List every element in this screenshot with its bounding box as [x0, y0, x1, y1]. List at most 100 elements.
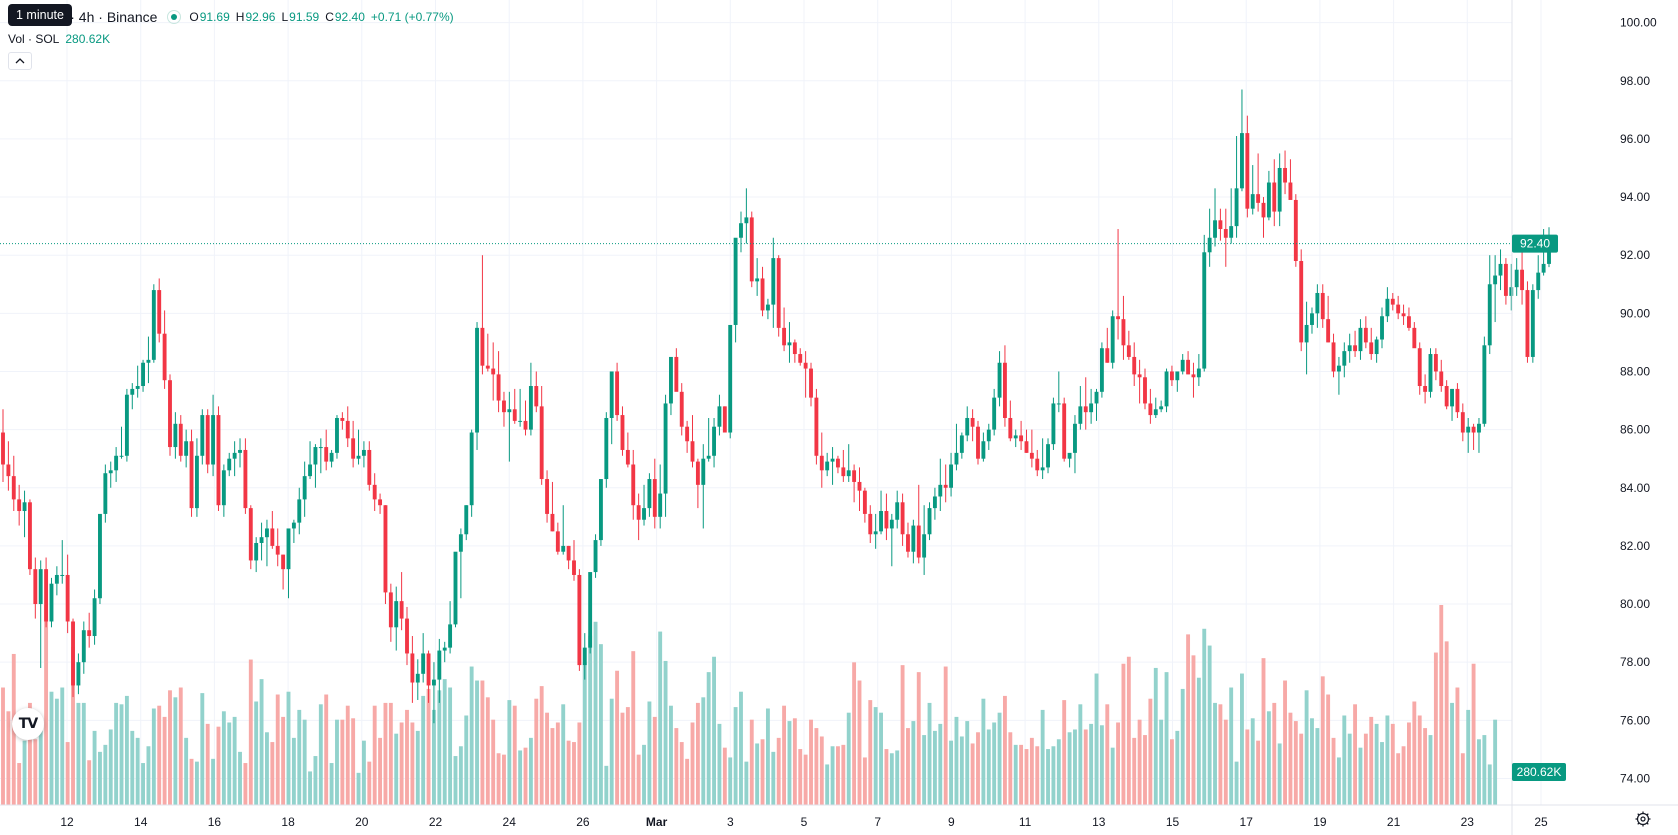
- volume-bar: [674, 728, 679, 805]
- candle-body: [1304, 324, 1309, 343]
- candle: [157, 278, 162, 343]
- candle: [1374, 336, 1379, 363]
- candle: [932, 487, 937, 520]
- volume-legend[interactable]: Vol · SOL 280.62K: [8, 32, 110, 46]
- candle-body: [819, 455, 824, 471]
- volume-bar: [65, 742, 70, 805]
- candle-body: [582, 647, 587, 666]
- last-volume-badge-bg: [1512, 763, 1566, 781]
- candle-body: [259, 537, 264, 543]
- volume-bar: [1207, 645, 1212, 805]
- candle-body: [1019, 435, 1024, 442]
- volume-bar: [1428, 735, 1433, 805]
- candle-body: [1245, 133, 1250, 209]
- time-tick-label: 12: [60, 815, 74, 829]
- volume-bar: [1466, 709, 1471, 805]
- candle: [1471, 423, 1476, 450]
- volume-bar: [792, 718, 797, 805]
- volume-bar: [830, 746, 835, 805]
- volume-bar: [997, 712, 1002, 805]
- time-tick-label: 5: [801, 815, 808, 829]
- candle: [1428, 348, 1433, 398]
- high-value: H92.96: [235, 10, 276, 24]
- candle: [685, 420, 690, 453]
- candle: [1444, 380, 1449, 410]
- candle-body: [1137, 374, 1142, 378]
- volume-bar: [469, 666, 474, 805]
- candle: [873, 513, 878, 549]
- time-tick-label: 23: [1461, 815, 1475, 829]
- volume-bar: [60, 687, 65, 805]
- candle: [1186, 351, 1191, 375]
- candle: [1363, 316, 1368, 349]
- candle-body: [631, 464, 636, 506]
- candle-body: [1401, 313, 1406, 317]
- volume-bar: [609, 698, 614, 805]
- volume-bar: [717, 723, 722, 805]
- volume-bar: [566, 740, 571, 805]
- candle-body: [825, 461, 830, 471]
- time-tick-label: 3: [727, 815, 734, 829]
- candle-body: [674, 356, 679, 392]
- candle: [609, 371, 614, 445]
- candle: [1148, 388, 1153, 424]
- candle: [114, 447, 119, 482]
- candle-body: [922, 534, 927, 558]
- volume-bar: [480, 680, 485, 805]
- candle: [124, 388, 129, 462]
- candle-body: [405, 618, 409, 654]
- volume-bar: [259, 679, 264, 805]
- candle-body: [803, 362, 808, 369]
- candle-body: [787, 342, 792, 346]
- candle-body: [1536, 272, 1541, 291]
- candle: [765, 298, 770, 320]
- candle-body: [22, 502, 27, 512]
- candle: [1493, 255, 1498, 323]
- candle: [351, 420, 356, 468]
- candle-body: [1450, 388, 1454, 407]
- candle-body: [550, 513, 555, 532]
- candle-body: [415, 673, 420, 683]
- candle: [949, 452, 954, 497]
- candle: [545, 470, 550, 523]
- candle: [1002, 345, 1007, 427]
- volume-bars: [1, 605, 1498, 805]
- collapse-legend-button[interactable]: [8, 52, 32, 70]
- candle: [1536, 255, 1541, 299]
- candle-body: [1272, 182, 1277, 212]
- candle-body: [394, 601, 399, 628]
- gear-icon[interactable]: [1634, 810, 1652, 828]
- volume-bar: [76, 702, 81, 805]
- candle-body: [609, 371, 614, 418]
- candle: [324, 429, 329, 471]
- candle: [534, 371, 539, 413]
- volume-bar: [162, 716, 167, 805]
- candle-body: [1073, 423, 1077, 453]
- candle-body: [1067, 452, 1072, 459]
- volume-bar: [243, 763, 248, 805]
- tradingview-logo-icon[interactable]: TV: [12, 708, 44, 740]
- volume-bar: [857, 680, 862, 805]
- volume-bar: [135, 737, 140, 805]
- candle: [771, 237, 776, 328]
- volume-bar: [1116, 722, 1120, 805]
- candle: [598, 479, 603, 546]
- candle-body: [1008, 417, 1013, 439]
- volume-bar: [895, 750, 900, 805]
- candle-body: [1390, 298, 1395, 305]
- candle-body: [949, 464, 954, 488]
- volume-bar: [550, 728, 555, 805]
- volume-bar: [1407, 722, 1411, 805]
- candle: [1196, 354, 1201, 387]
- volume-bar: [340, 719, 345, 805]
- candle-body: [318, 447, 323, 449]
- candle: [1439, 359, 1444, 392]
- candle-body: [976, 426, 980, 459]
- candle-body: [162, 333, 167, 381]
- candle: [906, 522, 910, 558]
- candle-body: [981, 441, 986, 459]
- last-price-badge: 92.40: [1520, 237, 1550, 251]
- volume-bar: [663, 660, 668, 805]
- candle-body: [87, 630, 92, 637]
